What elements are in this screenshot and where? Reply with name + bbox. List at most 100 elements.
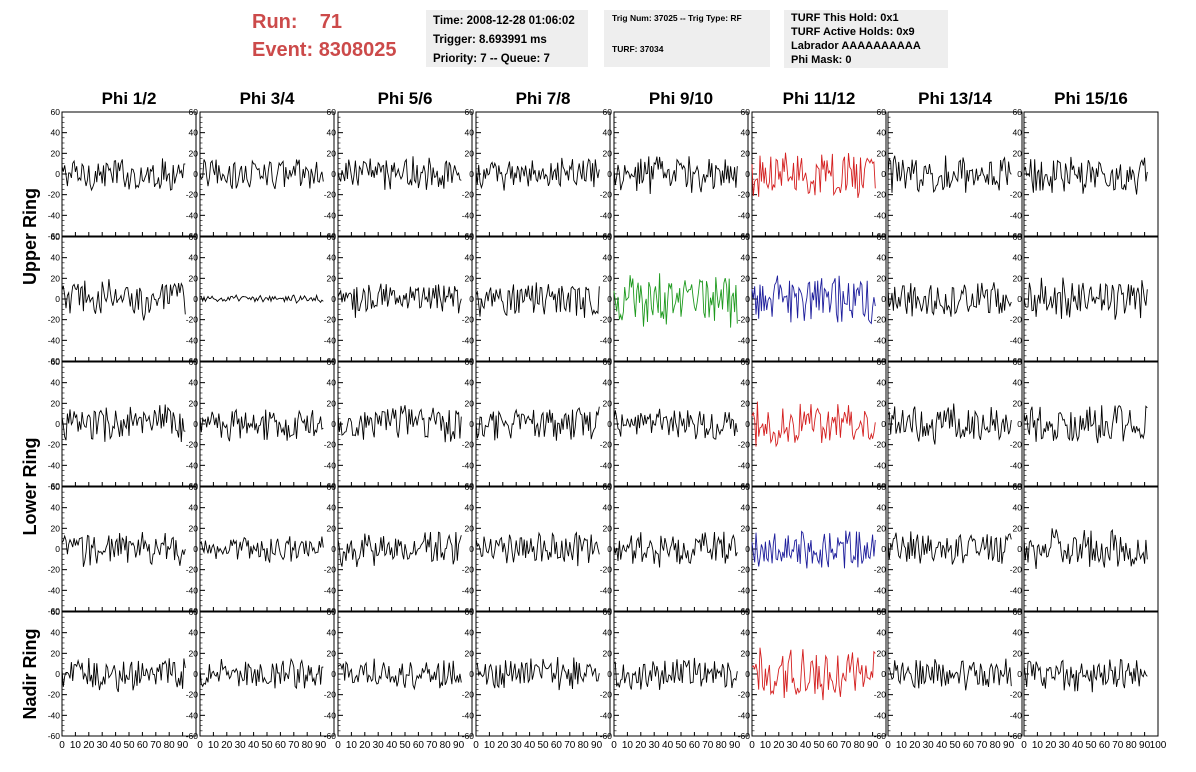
x-tick-label: 50 bbox=[261, 740, 273, 751]
waveform-trace bbox=[1023, 528, 1148, 570]
waveform-trace bbox=[475, 406, 600, 441]
event-line: Event: 8308025 bbox=[252, 36, 397, 64]
y-tick-label: -60 bbox=[48, 356, 61, 366]
y-tick-label: -60 bbox=[1010, 481, 1023, 491]
y-tick-label: 0 bbox=[331, 294, 336, 304]
x-tick-label: 20 bbox=[221, 740, 233, 751]
y-tick-label: -60 bbox=[874, 231, 887, 241]
x-tick-label: 50 bbox=[675, 740, 687, 751]
column-header: Phi 11/12 bbox=[783, 89, 856, 108]
y-tick-label: -20 bbox=[874, 315, 887, 325]
waveform-trace bbox=[61, 404, 186, 443]
y-tick-label: -20 bbox=[48, 690, 61, 700]
plot-frame bbox=[61, 361, 197, 487]
column-header: Phi 13/14 bbox=[918, 89, 992, 108]
y-tick-label: 40 bbox=[741, 503, 751, 513]
y-tick-label: -40 bbox=[48, 585, 61, 595]
y-tick-label: -20 bbox=[48, 190, 61, 200]
y-tick-label: 40 bbox=[603, 128, 613, 138]
y-tick-label: -40 bbox=[874, 210, 887, 220]
y-tick-label: -20 bbox=[1010, 565, 1023, 575]
y-tick-label: -40 bbox=[462, 210, 475, 220]
y-tick-label: -60 bbox=[462, 356, 475, 366]
x-tick-label: 10 bbox=[622, 740, 634, 751]
y-tick-label: 20 bbox=[877, 523, 887, 533]
y-tick-label: 60 bbox=[327, 607, 337, 617]
x-tick-label: 30 bbox=[787, 740, 799, 751]
y-tick-label: -60 bbox=[324, 356, 337, 366]
x-tick-label: 50 bbox=[399, 740, 411, 751]
y-tick-label: 20 bbox=[603, 148, 613, 158]
y-tick-label: 0 bbox=[881, 169, 886, 179]
y-tick-label: -20 bbox=[462, 190, 475, 200]
y-tick-label: -40 bbox=[738, 710, 751, 720]
y-tick-label: 20 bbox=[603, 398, 613, 408]
y-tick-label: -20 bbox=[186, 440, 199, 450]
plot-frame bbox=[337, 111, 473, 237]
y-tick-label: 60 bbox=[465, 357, 475, 367]
x-tick-label: 60 bbox=[1099, 740, 1111, 751]
y-tick-label: 0 bbox=[193, 419, 198, 429]
x-tick-label: 40 bbox=[800, 740, 812, 751]
y-tick-label: 40 bbox=[741, 253, 751, 263]
y-tick-label: 60 bbox=[603, 107, 613, 117]
y-tick-label: -60 bbox=[1010, 356, 1023, 366]
turf-this-hold-text: TURF This Hold: 0x1 bbox=[791, 12, 899, 24]
y-tick-label: -60 bbox=[186, 231, 199, 241]
y-tick-label: 40 bbox=[327, 378, 337, 388]
y-tick-label: 40 bbox=[877, 503, 887, 513]
y-tick-label: 0 bbox=[55, 419, 60, 429]
y-tick-label: 20 bbox=[741, 273, 751, 283]
x-tick-label: 80 bbox=[578, 740, 590, 751]
y-tick-label: -40 bbox=[324, 460, 337, 470]
x-tick-label: 50 bbox=[813, 740, 825, 751]
y-tick-label: 20 bbox=[465, 273, 475, 283]
x-tick-label: 60 bbox=[963, 740, 975, 751]
trigger-text: Trigger: 8.693991 ms bbox=[433, 34, 547, 46]
y-tick-label: -40 bbox=[874, 710, 887, 720]
y-tick-label: 0 bbox=[331, 419, 336, 429]
plot-frame bbox=[337, 486, 473, 612]
y-tick-label: 40 bbox=[189, 128, 199, 138]
time-info-box: Time: 2008-12-28 01:06:02 Trigger: 8.693… bbox=[426, 10, 588, 67]
run-line: Run: 71 bbox=[252, 8, 397, 36]
y-tick-label: 40 bbox=[465, 503, 475, 513]
y-tick-label: 20 bbox=[741, 148, 751, 158]
y-tick-label: -40 bbox=[462, 460, 475, 470]
waveform-trace bbox=[199, 536, 324, 563]
y-tick-label: 60 bbox=[51, 232, 61, 242]
y-tick-label: -60 bbox=[1010, 606, 1023, 616]
x-tick-label: 40 bbox=[1072, 740, 1084, 751]
waveform-trace bbox=[1023, 658, 1148, 693]
y-tick-label: 60 bbox=[741, 357, 751, 367]
x-tick-label: 80 bbox=[164, 740, 176, 751]
y-tick-label: -60 bbox=[600, 731, 613, 741]
y-tick-label: 40 bbox=[327, 128, 337, 138]
y-tick-label: 20 bbox=[741, 398, 751, 408]
y-tick-label: -20 bbox=[186, 565, 199, 575]
y-tick-label: -40 bbox=[324, 210, 337, 220]
x-tick-label: 30 bbox=[1059, 740, 1071, 751]
y-tick-label: 20 bbox=[465, 148, 475, 158]
x-tick-label: 20 bbox=[773, 740, 785, 751]
y-tick-label: -40 bbox=[48, 710, 61, 720]
y-tick-label: 20 bbox=[189, 148, 199, 158]
waveform-trace bbox=[613, 531, 738, 568]
y-tick-label: -20 bbox=[48, 565, 61, 575]
plot-frame bbox=[751, 236, 887, 362]
x-tick-label: 80 bbox=[440, 740, 452, 751]
y-tick-label: -60 bbox=[48, 606, 61, 616]
y-tick-label: -20 bbox=[600, 190, 613, 200]
x-tick-label: 80 bbox=[1126, 740, 1138, 751]
waveform-trace bbox=[475, 282, 600, 318]
y-tick-label: -20 bbox=[462, 565, 475, 575]
y-tick-label: 20 bbox=[327, 398, 337, 408]
y-tick-label: -60 bbox=[324, 231, 337, 241]
y-tick-label: 20 bbox=[327, 648, 337, 658]
y-tick-label: 0 bbox=[193, 294, 198, 304]
x-tick-label: 0 bbox=[1021, 740, 1027, 751]
y-tick-label: -60 bbox=[324, 481, 337, 491]
y-tick-label: 40 bbox=[741, 378, 751, 388]
y-tick-label: 0 bbox=[55, 169, 60, 179]
y-tick-label: -20 bbox=[462, 315, 475, 325]
